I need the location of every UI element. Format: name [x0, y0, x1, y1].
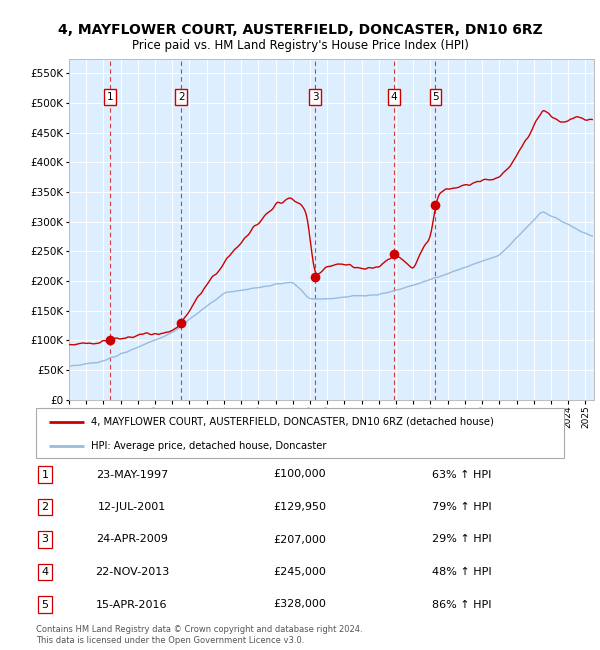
Text: 22-NOV-2013: 22-NOV-2013 — [95, 567, 169, 577]
Text: £328,000: £328,000 — [274, 599, 326, 610]
Text: £245,000: £245,000 — [274, 567, 326, 577]
Text: 2: 2 — [178, 92, 185, 102]
Text: £100,000: £100,000 — [274, 469, 326, 480]
Text: 48% ↑ HPI: 48% ↑ HPI — [432, 567, 491, 577]
Text: £207,000: £207,000 — [274, 534, 326, 545]
Text: 23-MAY-1997: 23-MAY-1997 — [96, 469, 168, 480]
Text: 24-APR-2009: 24-APR-2009 — [96, 534, 168, 545]
Text: 29% ↑ HPI: 29% ↑ HPI — [432, 534, 491, 545]
Text: HPI: Average price, detached house, Doncaster: HPI: Average price, detached house, Donc… — [91, 441, 327, 450]
Text: Price paid vs. HM Land Registry's House Price Index (HPI): Price paid vs. HM Land Registry's House … — [131, 39, 469, 52]
Text: 86% ↑ HPI: 86% ↑ HPI — [432, 599, 491, 610]
Text: 79% ↑ HPI: 79% ↑ HPI — [432, 502, 491, 512]
Text: £129,950: £129,950 — [274, 502, 326, 512]
Text: 4, MAYFLOWER COURT, AUSTERFIELD, DONCASTER, DN10 6RZ (detached house): 4, MAYFLOWER COURT, AUSTERFIELD, DONCAST… — [91, 417, 494, 427]
Text: 4, MAYFLOWER COURT, AUSTERFIELD, DONCASTER, DN10 6RZ: 4, MAYFLOWER COURT, AUSTERFIELD, DONCAST… — [58, 23, 542, 37]
Text: 4: 4 — [41, 567, 49, 577]
Text: 4: 4 — [391, 92, 397, 102]
Text: 12-JUL-2001: 12-JUL-2001 — [98, 502, 166, 512]
Text: 5: 5 — [41, 599, 49, 610]
Text: 15-APR-2016: 15-APR-2016 — [96, 599, 168, 610]
Text: 3: 3 — [41, 534, 49, 545]
Text: 1: 1 — [41, 469, 49, 480]
FancyBboxPatch shape — [36, 408, 564, 458]
Text: Contains HM Land Registry data © Crown copyright and database right 2024.
This d: Contains HM Land Registry data © Crown c… — [36, 625, 362, 645]
Text: 3: 3 — [312, 92, 319, 102]
Text: 2: 2 — [41, 502, 49, 512]
Text: 1: 1 — [107, 92, 113, 102]
Text: 5: 5 — [432, 92, 439, 102]
Text: 63% ↑ HPI: 63% ↑ HPI — [432, 469, 491, 480]
